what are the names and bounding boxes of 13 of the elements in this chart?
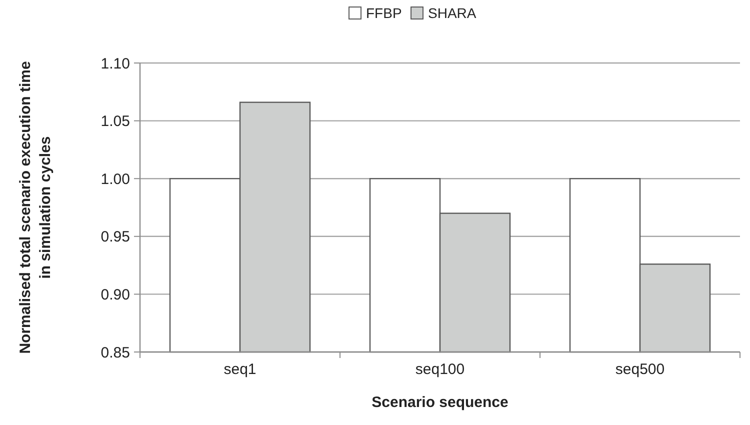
y-axis-title: Normalised total scenario execution time in simulation cycles <box>17 61 54 354</box>
y-tick-label: 1.10 <box>100 55 130 72</box>
x-axis-title: Scenario sequence <box>372 394 508 411</box>
y-tick-label: 0.95 <box>100 228 130 246</box>
x-tick-label: seq1 <box>224 361 256 378</box>
y-tick-label: 0.90 <box>100 286 130 304</box>
x-tick-label: seq500 <box>615 361 665 378</box>
y-tick-label: 1.05 <box>100 113 130 130</box>
x-tick-label: seq100 <box>415 361 465 378</box>
y-tick-label: 0.85 <box>100 344 130 362</box>
legend-label: SHARA <box>428 5 477 21</box>
legend-label: FFBP <box>366 5 402 21</box>
y-tick-label: 1.00 <box>100 170 130 188</box>
